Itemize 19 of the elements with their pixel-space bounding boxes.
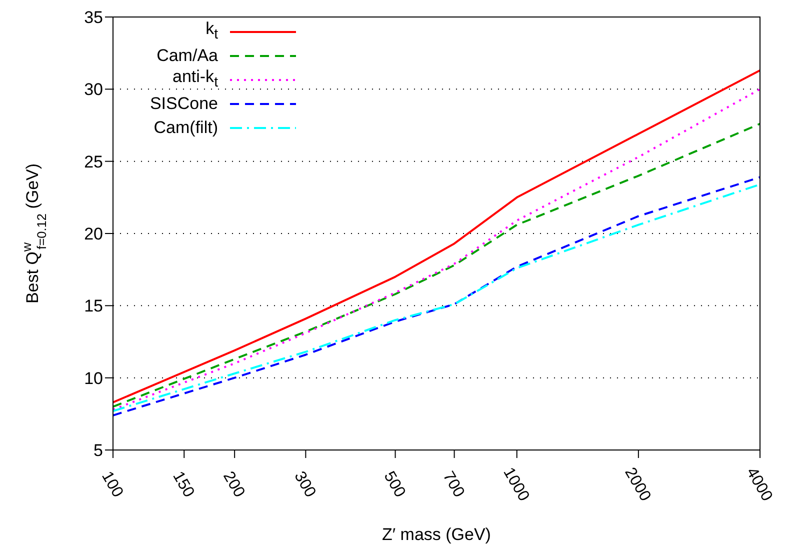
y-tick-label: 10 xyxy=(84,368,103,388)
x-axis-title: Z′ mass (GeV) xyxy=(382,525,491,544)
y-tick-label: 30 xyxy=(84,80,103,100)
legend-label: Cam/Aa xyxy=(156,46,218,65)
x-tick-label: 700 xyxy=(439,468,468,500)
x-tick-label: 150 xyxy=(169,468,198,500)
x-tick-label: 200 xyxy=(220,468,248,500)
y-tick-label: 15 xyxy=(84,296,103,316)
legend-label: Cam(filt) xyxy=(154,118,218,137)
x-tick-label: 300 xyxy=(290,468,319,500)
legend-label: k$_{t}$ xyxy=(206,19,218,43)
y-tick-label: 5 xyxy=(94,441,103,460)
y-tick-label: 20 xyxy=(84,224,103,244)
x-tick-label: 100 xyxy=(98,468,126,500)
y-tick-label: 35 xyxy=(84,8,103,28)
legend-label: SISCone xyxy=(150,94,218,113)
y-tick-label: 25 xyxy=(84,152,103,172)
legend-label: anti-k$_{t}$ xyxy=(172,67,218,91)
x-tick-label: 500 xyxy=(380,468,408,500)
